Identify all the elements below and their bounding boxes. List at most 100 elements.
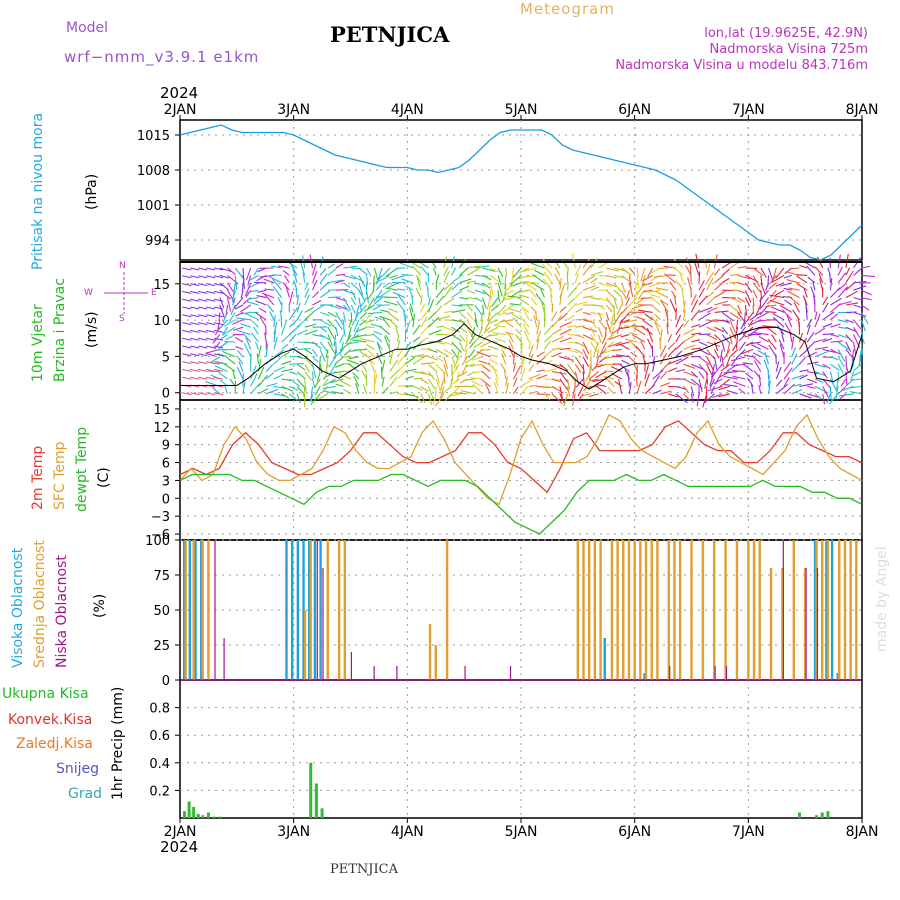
wind-barb	[443, 271, 450, 284]
wind-barb	[508, 339, 514, 350]
wind-barb	[436, 325, 445, 328]
wind-barb	[206, 298, 216, 302]
wind-barb	[461, 356, 468, 366]
mid-cloud-bar	[576, 540, 580, 680]
mid-cloud-bar	[826, 540, 830, 680]
wind-barb	[190, 267, 200, 271]
wind-barb	[601, 334, 607, 345]
wind-barb	[235, 336, 244, 343]
wind-barb	[600, 341, 607, 355]
wind-barb	[439, 378, 445, 391]
high-cloud-bar	[836, 673, 839, 680]
wind-barb	[327, 304, 342, 310]
wind-barb	[714, 326, 725, 333]
wind-barb	[683, 363, 696, 369]
wind-barb	[224, 385, 229, 394]
station-title: PETNJICA	[330, 22, 450, 47]
wind-barb	[515, 334, 522, 343]
wind-barb	[590, 356, 592, 370]
wind-barb	[830, 363, 840, 371]
wind-barb	[829, 371, 834, 382]
wind-barb	[845, 341, 852, 352]
wind-barb	[409, 307, 414, 320]
wind-barb	[381, 359, 386, 372]
wind-barb	[582, 334, 594, 341]
wind-barb	[226, 297, 232, 312]
low-cloud-bar	[509, 666, 512, 680]
wind-barb	[829, 277, 833, 291]
wind-barb	[650, 316, 661, 328]
wind-barb	[272, 286, 283, 298]
wind-barb	[625, 297, 630, 307]
wind-barb	[451, 326, 460, 333]
wind-barb	[312, 300, 322, 306]
wind-barb	[626, 297, 638, 309]
y-tick-label: −6	[151, 528, 170, 543]
wind-barb	[182, 298, 192, 302]
wind-barb	[451, 341, 462, 353]
wind-barb	[544, 334, 553, 343]
wind-barb	[675, 393, 688, 404]
mid-cloud-bar	[724, 540, 727, 680]
wind-barb	[242, 333, 252, 343]
wind-barb	[634, 282, 638, 292]
wind-barb	[458, 258, 467, 269]
wind-barb	[636, 267, 639, 277]
wind-barb	[822, 356, 832, 359]
wind-barb	[342, 327, 346, 337]
wind-barb	[575, 334, 585, 339]
wind-barb	[778, 339, 785, 350]
wind-barb	[744, 297, 751, 307]
wind-barb	[775, 267, 785, 279]
wind-barb	[288, 334, 297, 343]
precip-bar	[196, 813, 200, 818]
wind-barb	[206, 329, 216, 333]
wind-barb	[190, 392, 200, 396]
wind-barb	[490, 267, 499, 273]
wind-barb	[756, 311, 769, 320]
low-cloud-bar	[782, 540, 784, 680]
wind-barb	[459, 326, 468, 334]
wind-barb	[644, 364, 650, 380]
wind-barb	[443, 364, 449, 377]
wind-barb	[416, 277, 422, 291]
wind-barb	[182, 376, 192, 380]
wind-barb	[182, 329, 192, 333]
wind-barb	[582, 364, 585, 375]
wind-barb	[764, 352, 770, 365]
wind-barb	[750, 341, 761, 345]
wind-barb	[420, 323, 431, 335]
wind-barb	[618, 343, 630, 350]
wind-barb	[830, 297, 842, 306]
wind-barb	[559, 347, 571, 350]
mid-cloud-bar	[343, 540, 347, 680]
wind-barb	[381, 376, 385, 387]
wind-barb	[451, 319, 465, 323]
wind-barb	[744, 289, 752, 303]
wind-barb	[226, 356, 236, 365]
time-tick-bottom: 8JAN	[846, 824, 879, 840]
wind-barb	[822, 363, 831, 370]
wind-barb	[481, 379, 491, 387]
wind-barb	[190, 361, 200, 365]
wind-barb	[385, 267, 398, 278]
wind-barb	[779, 282, 792, 287]
wind-barb	[221, 350, 236, 358]
wind-barb	[682, 300, 686, 313]
wind-barb	[327, 341, 336, 354]
mid-cloud-bar	[769, 568, 773, 680]
wind-barb	[235, 345, 244, 350]
wind-barb	[389, 274, 398, 279]
wind-barb	[738, 334, 746, 342]
wind-barb	[322, 378, 329, 387]
wind-barb	[464, 363, 475, 368]
wind-barb	[563, 393, 569, 407]
wind-barb	[737, 265, 747, 269]
wind-barb	[343, 274, 357, 280]
wind-barb	[474, 304, 484, 317]
wind-barb	[359, 337, 375, 343]
wind-barb	[488, 304, 491, 316]
wind-barb	[482, 274, 492, 281]
wind-barb	[552, 371, 567, 375]
wind-barb	[625, 338, 638, 343]
